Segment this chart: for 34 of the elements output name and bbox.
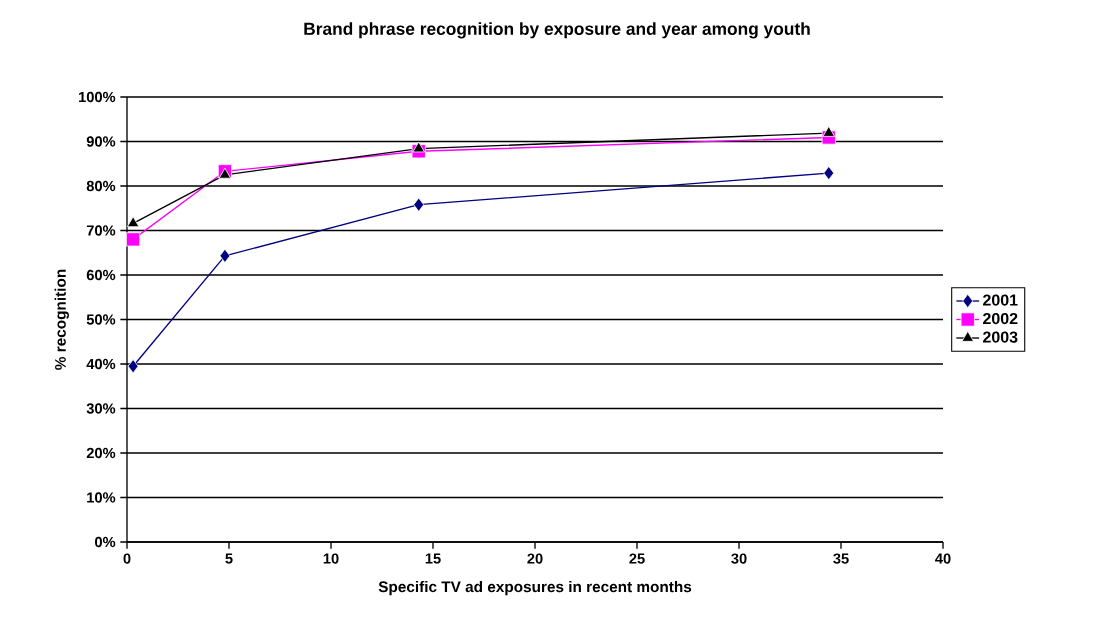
x-axis-title: Specific TV ad exposures in recent months (378, 580, 692, 596)
y-tick-label: 50% (86, 314, 116, 325)
y-axis-title: % recognition (54, 269, 69, 370)
x-tick-label: 0 (123, 553, 131, 564)
y-tick-label: 10% (87, 492, 116, 503)
legend-label: 2001 (983, 294, 1018, 306)
x-tick-label: 35 (833, 553, 849, 564)
x-tick-label: 20 (527, 553, 543, 564)
point (413, 197, 425, 212)
x-tick-label: 30 (731, 553, 747, 564)
point (127, 359, 139, 374)
y-tick-label: 30% (86, 403, 116, 414)
y-tick-label: 40% (86, 358, 116, 370)
x-tick-label: 40 (935, 553, 951, 564)
point (822, 125, 835, 137)
x-tick-label: 10 (323, 553, 339, 564)
x-tick-label: 25 (629, 553, 645, 564)
y-tick-label: 70% (86, 225, 116, 236)
x-tick-label: 5 (225, 553, 233, 564)
y-tick-label: 20% (86, 447, 116, 459)
legend-label: 2002 (983, 312, 1018, 325)
x-tick-label: 15 (425, 553, 441, 564)
y-tick-label: 80% (86, 180, 116, 192)
point (126, 216, 140, 228)
point (219, 248, 231, 263)
y-tick-label: 90% (86, 136, 116, 147)
legend-label: 2003 (983, 331, 1018, 343)
point (126, 232, 141, 247)
y-tick-label: 0% (95, 536, 116, 548)
chart-title: Brand phrase recognition by exposure and year among youth (304, 22, 810, 39)
y-tick-label: 100% (79, 91, 116, 103)
y-tick-label: 60% (86, 269, 116, 281)
point (412, 141, 425, 153)
point (823, 166, 835, 181)
